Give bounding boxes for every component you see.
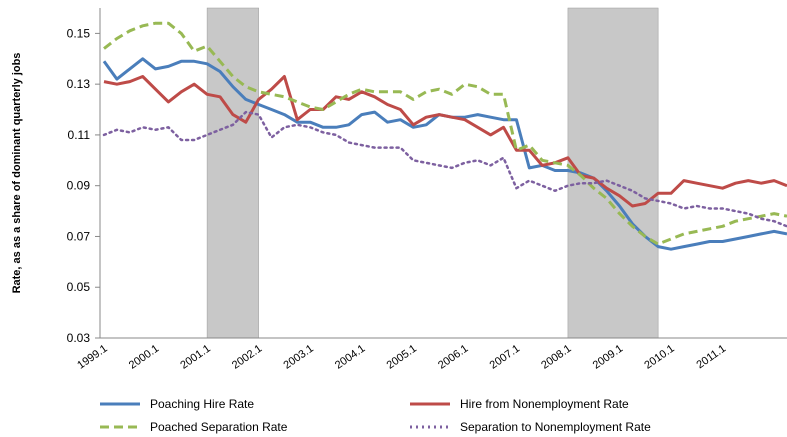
series-line <box>102 110 787 228</box>
x-tick-label: 2001.1 <box>178 343 212 372</box>
x-tick-label: 2003.1 <box>281 343 315 372</box>
x-tick-label: 2010.1 <box>642 343 676 372</box>
series-line <box>102 57 787 251</box>
y-tick-label: 0.11 <box>68 128 91 142</box>
x-tick-label: 2004.1 <box>333 343 367 372</box>
y-tick-label: 0.15 <box>67 26 91 40</box>
y-tick-label: 0.13 <box>67 77 91 91</box>
y-tick-label: 0.05 <box>67 280 91 294</box>
x-tick-label: 2007.1 <box>488 343 522 372</box>
y-tick-label: 0.07 <box>67 229 91 243</box>
x-tick-label: 2002.1 <box>230 343 264 372</box>
x-tick-label: 2000.1 <box>127 343 161 372</box>
x-tick-label: 2008.1 <box>539 343 573 372</box>
y-tick-label: 0.09 <box>67 179 91 193</box>
x-tick-label: 2009.1 <box>591 343 625 372</box>
series-line <box>103 21 787 246</box>
legend-label: Hire from Nonemployment Rate <box>460 397 629 411</box>
legend-label: Separation to Nonemployment Rate <box>460 420 651 434</box>
x-tick-label: 2011.1 <box>695 343 729 372</box>
legend-label: Poached Separation Rate <box>150 420 288 434</box>
y-axis-title: Rate, as as a share of dominant quarterl… <box>11 53 23 294</box>
x-tick-label: 2006.1 <box>436 343 470 372</box>
series-line <box>103 75 787 208</box>
x-tick-label: 2005.1 <box>385 343 419 372</box>
legend-label: Poaching Hire Rate <box>150 397 254 411</box>
x-tick-label: 1999.1 <box>75 343 109 372</box>
shaded-period <box>206 7 259 339</box>
y-tick-label: 0.03 <box>67 331 91 345</box>
